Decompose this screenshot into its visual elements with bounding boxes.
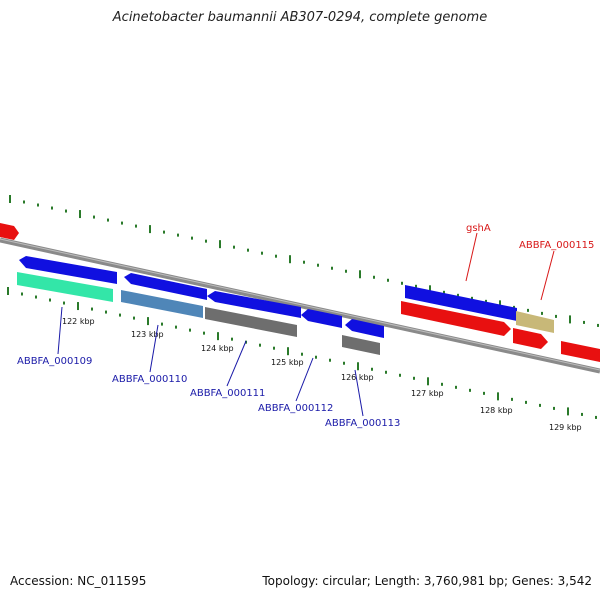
tick-label-123: 123 kbp [131, 330, 164, 339]
gene-ABBFA_000115-red [513, 328, 548, 349]
tick-label-122: 122 kbp [62, 317, 95, 326]
leader-ABBFA_000111 [226, 340, 247, 387]
leader-gshA [465, 232, 478, 282]
leader-ABBFA_000109 [57, 306, 63, 355]
genome-backbone-highlight [0, 238, 600, 371]
gene-label-ABBFA_000109: ABBFA_000109 [17, 356, 92, 367]
gene-label-ABBFA_000115: ABBFA_000115 [519, 240, 594, 251]
leader-ABBFA_000110 [149, 324, 159, 373]
tick-label-128: 128 kbp [480, 406, 513, 415]
gene-right-red [561, 341, 600, 362]
genome-info-text: Topology: circular; Length: 3,760,981 bp… [262, 574, 592, 588]
gene-label-ABBFA_000112: ABBFA_000112 [258, 403, 333, 414]
gene-ABBFA_000111-gray [205, 307, 297, 337]
accession-text: Accession: NC_011595 [10, 574, 147, 588]
tick-label-124: 124 kbp [201, 344, 234, 353]
leader-ABBFA_000115 [540, 250, 555, 301]
gene-ABBFA_000110-steelblue [121, 290, 203, 318]
gene-ABBFA_000113-gray [342, 335, 380, 355]
map-title: Acinetobacter baumannii AB307-0294, comp… [112, 10, 488, 25]
gene-label-gshA: gshA [466, 223, 491, 234]
gene-ABBFA_000111-forward [207, 291, 301, 318]
tick-label-127: 127 kbp [411, 389, 444, 398]
tick-label-126: 126 kbp [341, 373, 374, 382]
gene-ABBFA_000109-rrna [17, 272, 113, 302]
tick-label-129: 129 kbp [549, 423, 582, 432]
leader-ABBFA_000113 [354, 369, 364, 417]
gene-ABBFA_000115-khaki [516, 311, 554, 333]
gene-ABBFA_000110-forward [124, 273, 207, 300]
gene-partial-left [0, 223, 19, 240]
gene-gshA-forward [405, 285, 517, 321]
gene-ABBFA_000112-forward [301, 309, 342, 328]
gene-ABBFA_000113-forward [345, 319, 384, 338]
leader-ABBFA_000112 [295, 357, 314, 402]
gene-label-ABBFA_000110: ABBFA_000110 [112, 374, 187, 385]
gene-gshA-red [401, 301, 511, 336]
inner-ticks [7, 287, 597, 419]
gene-ABBFA_000109-forward [19, 256, 117, 284]
gene-label-ABBFA_000113: ABBFA_000113 [325, 418, 400, 429]
genome-backbone [0, 237, 600, 374]
outer-ticks [9, 195, 599, 327]
tick-label-125: 125 kbp [271, 358, 304, 367]
gene-label-ABBFA_000111: ABBFA_000111 [190, 388, 265, 399]
